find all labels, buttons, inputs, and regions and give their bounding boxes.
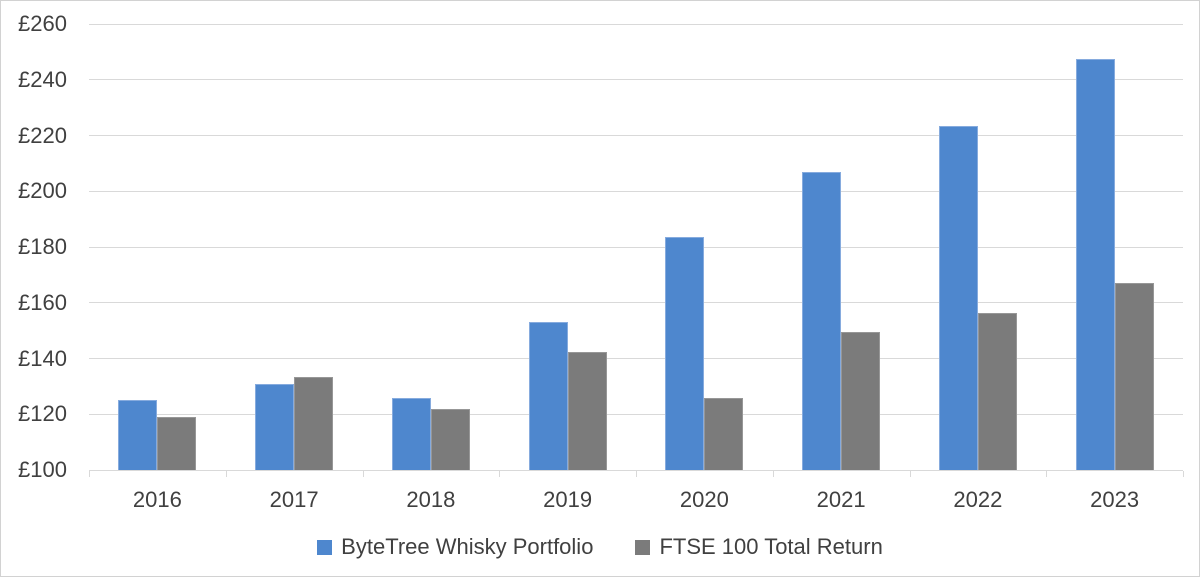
axis-tick-mark	[499, 471, 501, 477]
bar-whisky-2023	[1075, 58, 1115, 470]
axis-tick-mark	[225, 471, 227, 477]
axis-tick-mark	[772, 471, 774, 477]
x-tick-label-2019: 2019	[543, 487, 593, 512]
legend-item-bytetree-whisky-portfolio: ByteTree Whisky Portfolio	[317, 534, 593, 560]
axis-tick-mark	[362, 471, 364, 477]
y-tick-label-140: £140	[18, 345, 67, 371]
plot-area	[89, 23, 1183, 471]
axis-tick-mark	[1046, 471, 1048, 477]
gridline-160	[89, 302, 1183, 304]
bar-whisky-2017	[255, 383, 295, 470]
x-tick-label-2020: 2020	[679, 487, 729, 512]
axis-tick-mark	[909, 471, 911, 477]
legend-label-bytetree: ByteTree Whisky Portfolio	[341, 534, 594, 559]
bar-ftse-2020	[704, 397, 744, 470]
y-tick-label-100: £100	[18, 457, 67, 482]
axis-tick-mark	[1183, 471, 1184, 477]
x-tick-label-2023: 2023	[1090, 487, 1140, 512]
gridline-140	[89, 358, 1183, 359]
gridline-120	[89, 413, 1183, 415]
legend: ByteTree Whisky Portfolio FTSE 100 Total…	[1, 534, 1199, 560]
legend-item-ftse-100-total-return: FTSE 100 Total Return	[635, 534, 883, 560]
gridline-260	[89, 23, 1183, 25]
gridline-200	[89, 190, 1183, 192]
bar-whisky-2019	[528, 322, 568, 470]
gridline-180	[89, 246, 1183, 248]
x-tick-label-2017: 2017	[269, 487, 319, 512]
legend-swatch-blue-square-icon	[317, 539, 333, 555]
x-tick-label-2021: 2021	[816, 487, 866, 512]
bar-ftse-2022	[977, 312, 1017, 470]
y-tick-label-260: £260	[18, 11, 67, 36]
bar-whisky-2018	[391, 397, 431, 470]
gridline-220	[89, 135, 1183, 136]
axis-tick-mark	[89, 471, 90, 477]
y-tick-label-220: £220	[18, 122, 67, 148]
y-tick-label-240: £240	[18, 66, 67, 92]
bar-ftse-2023	[1114, 283, 1154, 470]
bar-ftse-2018	[430, 408, 470, 470]
bar-ftse-2017	[294, 376, 334, 470]
legend-swatch-gray-square-icon	[635, 539, 651, 555]
y-tick-label-160: £160	[18, 289, 67, 315]
bar-whisky-2022	[938, 125, 978, 470]
bar-ftse-2016	[157, 417, 197, 470]
y-tick-label-180: £180	[18, 234, 67, 259]
x-tick-label-2018: 2018	[406, 487, 456, 512]
bar-ftse-2021	[841, 332, 881, 470]
legend-label-ftse: FTSE 100 Total Return	[659, 534, 883, 559]
y-tick-label-120: £120	[18, 401, 67, 427]
x-tick-label-2022: 2022	[953, 487, 1003, 512]
x-tick-label-2016: 2016	[132, 487, 182, 512]
bar-ftse-2019	[567, 351, 607, 470]
gridline-240	[89, 79, 1183, 81]
bar-whisky-2016	[118, 400, 158, 470]
axis-tick-mark	[636, 471, 637, 477]
bar-whisky-2020	[665, 237, 705, 470]
y-tick-label-200: £200	[18, 178, 67, 204]
bar-whisky-2021	[802, 171, 842, 470]
